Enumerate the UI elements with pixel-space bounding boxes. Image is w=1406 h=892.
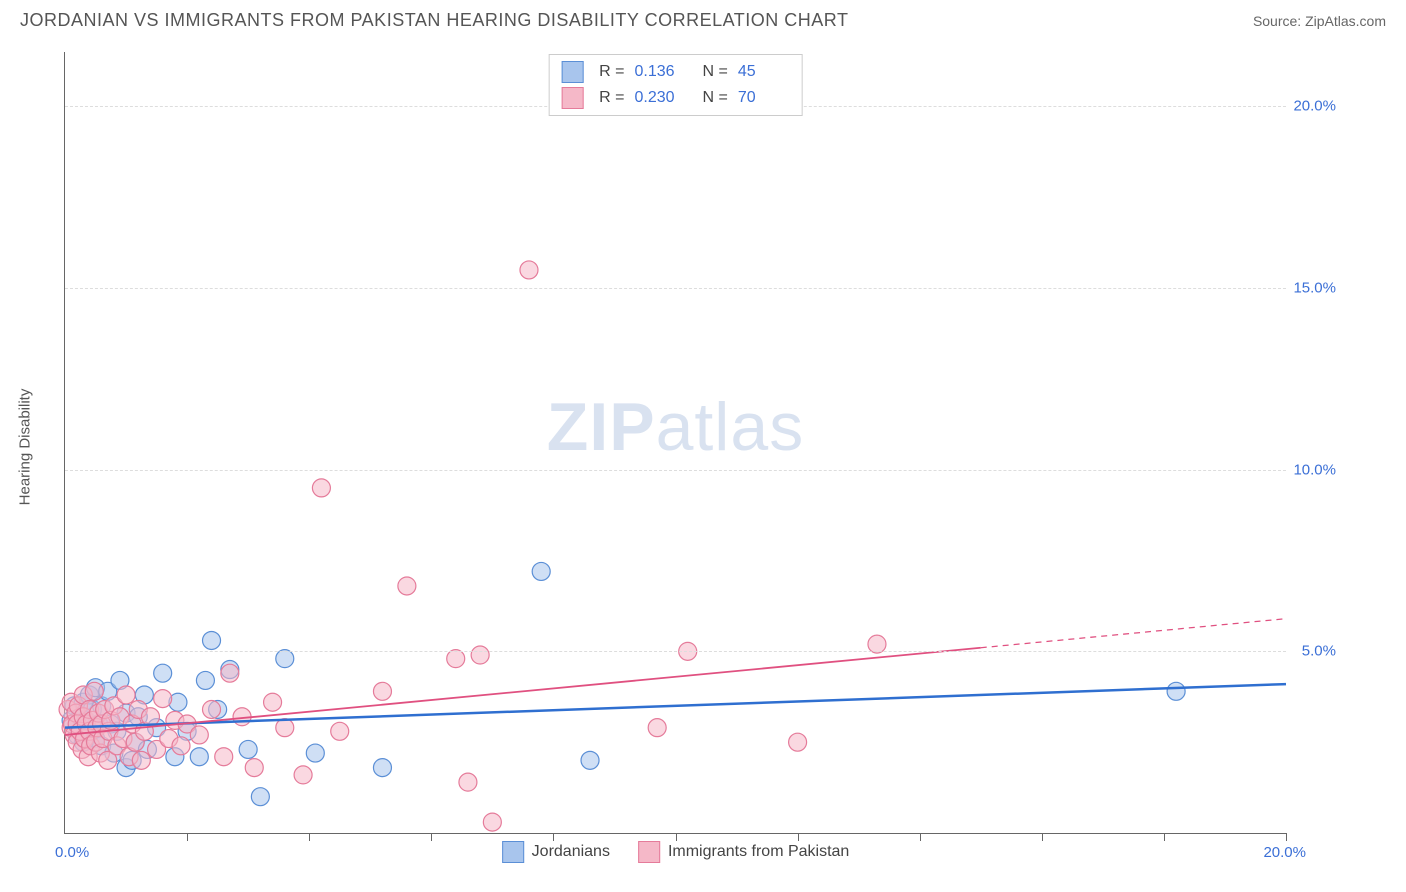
x-tick: [798, 833, 799, 841]
legend-item-jordanians: Jordanians: [502, 841, 610, 863]
x-end-label: 20.0%: [1263, 844, 1306, 861]
scatter-point: [221, 664, 239, 682]
x-tick: [431, 833, 432, 841]
trend-line: [65, 684, 1286, 728]
plot-area: ZIPatlas R = 0.136 N = 45 R = 0.230 N = …: [64, 52, 1286, 834]
scatter-point: [331, 722, 349, 740]
x-tick: [1286, 833, 1287, 841]
scatter-point: [245, 759, 263, 777]
scatter-point: [648, 719, 666, 737]
scatter-point: [276, 719, 294, 737]
scatter-point: [190, 726, 208, 744]
gridline: [65, 288, 1286, 289]
chart-header: JORDANIAN VS IMMIGRANTS FROM PAKISTAN HE…: [0, 0, 1406, 39]
scatter-point: [532, 562, 550, 580]
legend-series: Jordanians Immigrants from Pakistan: [502, 841, 850, 863]
scatter-point: [239, 740, 257, 758]
n-value-1: 45: [738, 63, 790, 81]
x-tick: [187, 833, 188, 841]
y-tick-label: 15.0%: [1293, 280, 1336, 297]
scatter-point: [117, 686, 135, 704]
x-tick: [309, 833, 310, 841]
legend-swatch-jordanians: [502, 841, 524, 863]
y-tick-label: 20.0%: [1293, 98, 1336, 115]
legend-swatch-blue: [561, 61, 583, 83]
scatter-point: [1167, 682, 1185, 700]
scatter-point: [196, 671, 214, 689]
legend-stats: R = 0.136 N = 45 R = 0.230 N = 70: [548, 54, 803, 116]
legend-stats-row-1: R = 0.136 N = 45: [561, 59, 790, 85]
y-tick-label: 10.0%: [1293, 461, 1336, 478]
scatter-point: [141, 708, 159, 726]
scatter-point: [172, 737, 190, 755]
x-origin-label: 0.0%: [55, 844, 89, 861]
r-value-1: 0.136: [635, 63, 687, 81]
scatter-point: [581, 751, 599, 769]
y-axis-label: Hearing Disability: [17, 389, 34, 506]
x-tick: [553, 833, 554, 841]
scatter-point: [471, 646, 489, 664]
x-tick: [676, 833, 677, 841]
scatter-plot-svg: [65, 52, 1286, 833]
scatter-point: [154, 690, 172, 708]
scatter-point: [203, 631, 221, 649]
scatter-point: [251, 788, 269, 806]
gridline: [65, 651, 1286, 652]
x-tick: [1042, 833, 1043, 841]
legend-swatch-pink: [561, 87, 583, 109]
legend-swatch-pakistan: [638, 841, 660, 863]
trend-line: [65, 648, 981, 735]
scatter-point: [190, 748, 208, 766]
scatter-point: [398, 577, 416, 595]
scatter-point: [264, 693, 282, 711]
scatter-point: [483, 813, 501, 831]
r-value-2: 0.230: [635, 89, 687, 107]
scatter-point: [154, 664, 172, 682]
n-value-2: 70: [738, 89, 790, 107]
scatter-point: [215, 748, 233, 766]
scatter-point: [373, 759, 391, 777]
trend-line-dashed: [981, 619, 1286, 648]
scatter-point: [203, 700, 221, 718]
source-attribution: Source: ZipAtlas.com: [1253, 13, 1386, 29]
x-tick: [920, 833, 921, 841]
gridline: [65, 470, 1286, 471]
y-tick-label: 5.0%: [1302, 643, 1336, 660]
scatter-point: [306, 744, 324, 762]
chart-title: JORDANIAN VS IMMIGRANTS FROM PAKISTAN HE…: [20, 10, 848, 31]
scatter-point: [312, 479, 330, 497]
scatter-point: [85, 682, 103, 700]
x-tick: [1164, 833, 1165, 841]
scatter-point: [132, 751, 150, 769]
scatter-point: [789, 733, 807, 751]
scatter-point: [459, 773, 477, 791]
scatter-point: [373, 682, 391, 700]
scatter-point: [294, 766, 312, 784]
chart-container: Hearing Disability ZIPatlas R = 0.136 N …: [50, 42, 1336, 852]
legend-item-pakistan: Immigrants from Pakistan: [638, 841, 849, 863]
legend-stats-row-2: R = 0.230 N = 70: [561, 85, 790, 111]
scatter-point: [520, 261, 538, 279]
